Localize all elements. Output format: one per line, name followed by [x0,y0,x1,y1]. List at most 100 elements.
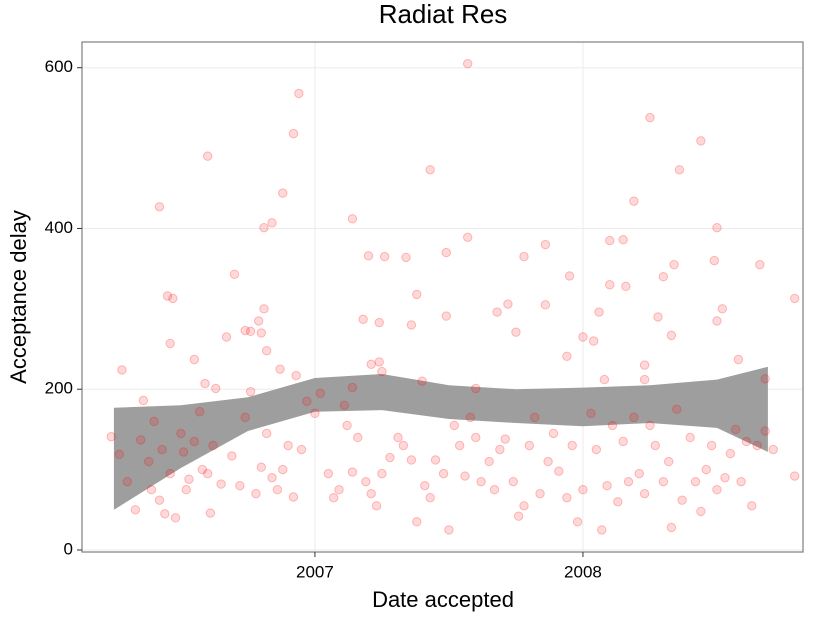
point [379,251,390,262]
point [406,455,417,465]
y-tick-label: 400 [45,218,73,237]
point [438,468,449,479]
point [789,471,800,481]
point [484,456,494,467]
point [444,525,454,535]
point [519,251,529,262]
x-axis-label: Date accepted [372,587,514,612]
point [302,396,312,406]
point [366,359,376,370]
point [535,489,545,499]
point [296,444,307,455]
point [366,489,376,499]
point [138,395,149,406]
point [696,136,706,146]
point [371,501,382,511]
point [160,509,170,519]
point [755,259,765,270]
point [406,320,417,330]
point [712,316,722,326]
point [430,455,441,465]
point [460,471,470,481]
point [259,222,269,233]
point [170,513,181,523]
point [607,420,618,431]
point [106,431,116,442]
y-tick-label: 600 [45,57,73,76]
point [208,440,218,451]
point [741,436,752,447]
point [227,451,237,461]
point [197,464,208,475]
point [240,412,250,423]
point [674,165,685,175]
x-tick-label: 2007 [296,562,334,581]
point [639,374,650,385]
point [618,436,628,447]
point [605,235,615,246]
point [717,304,728,314]
point [736,476,746,487]
point [189,436,200,447]
point [621,281,631,292]
point [144,456,154,467]
point [168,293,178,304]
point [554,466,564,476]
point [165,468,175,479]
point [149,416,159,427]
point [503,299,513,309]
point [685,432,695,443]
point [658,272,669,282]
point [358,314,368,325]
point [725,448,736,459]
point [240,325,250,336]
point [377,366,387,377]
point [666,522,677,533]
point [283,440,293,451]
point [189,354,200,365]
point [669,259,679,270]
point [122,476,132,487]
point [203,468,213,479]
point [339,400,350,411]
point [194,407,205,417]
point [256,328,267,338]
point [634,468,644,479]
point [259,304,269,314]
point [253,316,264,326]
point [261,345,272,356]
point [476,476,486,487]
point [361,476,371,487]
point [272,485,283,495]
point [157,444,167,455]
point [412,517,422,527]
point [178,447,189,457]
point [672,404,682,415]
point [275,364,285,374]
point [135,435,146,445]
point [733,354,744,365]
point [462,59,473,69]
point [323,468,334,479]
confidence-band [113,366,768,510]
plot-border [81,41,804,553]
point [347,214,358,224]
point [720,472,730,483]
point [471,383,481,394]
point [789,293,800,304]
point [347,467,358,477]
point [347,382,358,393]
point [599,374,610,385]
point [181,485,191,495]
point [377,468,387,479]
point [393,432,403,443]
point [221,332,232,342]
point [261,428,272,439]
point [353,432,363,443]
point [288,492,299,502]
point [639,360,650,370]
point [184,474,194,484]
point [146,485,157,495]
point [540,239,551,250]
point [205,508,216,518]
